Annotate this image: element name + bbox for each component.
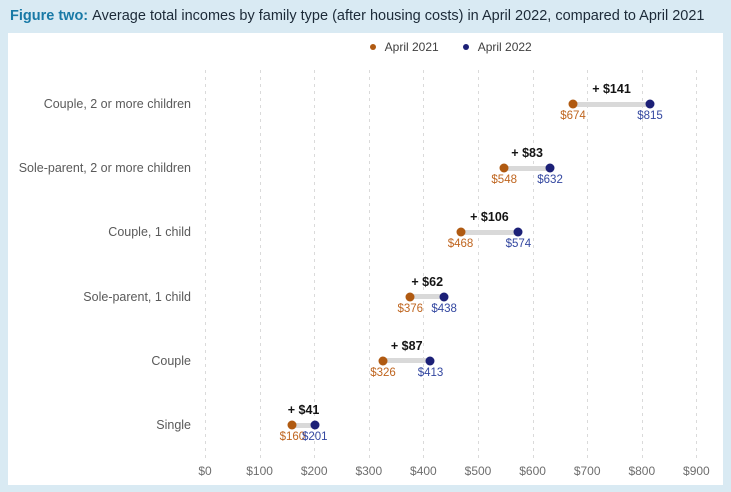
difference-label: + $41: [287, 403, 320, 417]
april-2022-dot: [425, 356, 435, 366]
april-2021-dot: [499, 163, 509, 173]
x-axis-tick-label: $600: [519, 464, 546, 478]
category-label: Couple: [151, 353, 191, 368]
april-2022-dot: [513, 227, 523, 237]
april-2022-dot: [645, 99, 655, 109]
x-axis-tick-label: $700: [573, 464, 601, 478]
gridline: [314, 70, 316, 460]
x-axis-tick-label: $300: [355, 464, 383, 478]
x-axis-tick-label: $500: [464, 464, 492, 478]
april-2022-value-label: $632: [537, 174, 563, 187]
figure-number-label: Figure two:: [10, 8, 89, 24]
difference-label: + $106: [470, 210, 509, 225]
legend-label: April 2022: [477, 40, 532, 54]
chart-panel: April 2021 April 2022 $0 $100 $200 $300 $400 $5…: [8, 33, 723, 485]
gridline: [587, 70, 589, 460]
legend-item-april-2022: April 2022: [462, 40, 532, 54]
gridline: [478, 70, 479, 460]
x-axis-tick-label: $200: [300, 464, 328, 478]
april-2022-dot: [439, 292, 449, 302]
category-label: Sole-parent, 2 or more children: [18, 161, 191, 176]
april-2021-value-label: $376: [397, 302, 424, 315]
april-2021-dot: [405, 292, 415, 302]
gridline: [368, 70, 370, 460]
category-label: Single: [156, 418, 191, 432]
gridline: [205, 70, 206, 460]
figure-title: Figure two: Average total incomes by fam…: [10, 7, 704, 26]
april-2021-dot: [378, 356, 388, 366]
difference-label: + $141: [592, 82, 631, 96]
difference-label: + $83: [511, 146, 543, 161]
category-label: Couple, 2 or more children: [43, 97, 191, 111]
gridline: [532, 70, 534, 460]
x-axis-tick-label: $800: [628, 464, 656, 478]
gridline: [641, 70, 643, 460]
april-2021-value-label: $674: [560, 110, 586, 122]
gridline: [696, 70, 698, 460]
april-2022-dot: [545, 163, 555, 173]
april-2022-dot: [310, 420, 320, 430]
figure-title-text: Average total incomes by family type (af…: [92, 8, 705, 24]
x-axis-tick-label: $0: [198, 464, 212, 478]
april-2022-value-label: $574: [505, 238, 532, 251]
april-2022-value-label: $201: [301, 431, 328, 443]
dumbbell-connector: [382, 358, 431, 364]
gridline: [259, 70, 261, 460]
difference-label: + $62: [411, 274, 444, 289]
dumbbell-connector: [573, 101, 650, 107]
x-axis-tick-label: $900: [683, 464, 710, 478]
april-2021-dot: [568, 99, 578, 109]
april-2021-value-label: $468: [447, 238, 474, 251]
category-label: Sole-parent, 1 child: [83, 289, 191, 304]
x-axis-tick-label: $400: [410, 464, 437, 478]
april-2021-value-label: $326: [370, 366, 396, 379]
legend-item-april-2021: April 2021: [369, 40, 439, 54]
april-2022-value-label: $413: [417, 366, 444, 379]
april-2022-value-label: $438: [431, 302, 457, 315]
legend-marker-icon: [462, 44, 469, 50]
legend-marker-icon: [369, 44, 376, 50]
x-axis-tick-label: $100: [246, 464, 273, 478]
april-2022-value-label: $815: [637, 110, 663, 122]
dumbbell-connector: [292, 422, 315, 428]
difference-label: + $87: [390, 338, 423, 353]
dumbbell-connector: [504, 165, 551, 171]
april-2021-value-label: $548: [491, 174, 517, 187]
chart-legend: April 2021 April 2022: [205, 40, 696, 54]
april-2021-value-label: $160: [279, 431, 306, 443]
gridline: [423, 70, 425, 460]
april-2021-dot: [456, 227, 466, 237]
dumbbell-connector: [460, 229, 519, 235]
dumbbell-connector: [410, 294, 445, 300]
category-label: Couple, 1 child: [108, 225, 191, 240]
legend-label: April 2021: [384, 40, 439, 54]
april-2021-dot: [287, 420, 297, 430]
